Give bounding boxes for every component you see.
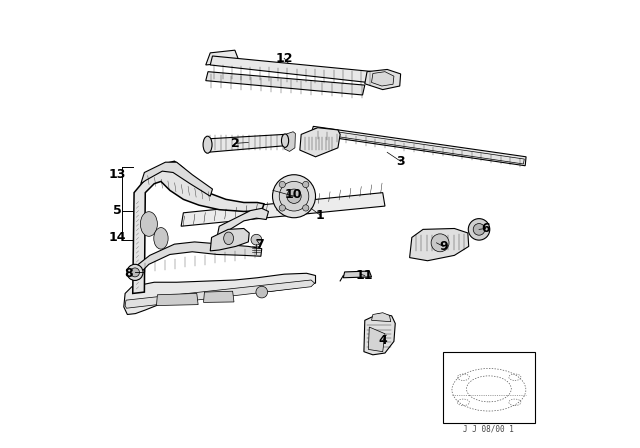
Ellipse shape bbox=[140, 212, 157, 237]
Text: 14: 14 bbox=[109, 231, 126, 244]
Text: 12: 12 bbox=[275, 52, 293, 65]
Polygon shape bbox=[210, 56, 374, 83]
Circle shape bbox=[303, 205, 309, 211]
Polygon shape bbox=[369, 327, 385, 352]
Text: 1: 1 bbox=[316, 208, 324, 222]
Ellipse shape bbox=[154, 228, 168, 249]
Text: 7: 7 bbox=[255, 237, 264, 251]
Circle shape bbox=[279, 205, 285, 211]
Polygon shape bbox=[132, 161, 264, 293]
Polygon shape bbox=[311, 126, 526, 166]
Text: 2: 2 bbox=[230, 137, 239, 150]
Circle shape bbox=[251, 234, 262, 245]
Polygon shape bbox=[410, 228, 468, 261]
Circle shape bbox=[473, 224, 485, 235]
Polygon shape bbox=[210, 228, 249, 251]
Text: J J 08/00 1: J J 08/00 1 bbox=[463, 424, 515, 433]
Polygon shape bbox=[300, 128, 340, 157]
Circle shape bbox=[279, 181, 309, 211]
Ellipse shape bbox=[282, 134, 289, 147]
Polygon shape bbox=[217, 208, 269, 237]
Bar bbox=[443, 352, 535, 423]
Circle shape bbox=[131, 268, 140, 277]
Circle shape bbox=[287, 189, 301, 203]
Text: 10: 10 bbox=[284, 188, 302, 202]
Text: 6: 6 bbox=[481, 222, 490, 235]
Text: 4: 4 bbox=[378, 334, 387, 347]
Text: 13: 13 bbox=[109, 168, 126, 181]
Text: 3: 3 bbox=[396, 155, 405, 168]
Polygon shape bbox=[125, 280, 315, 308]
Polygon shape bbox=[206, 50, 239, 65]
Text: 5: 5 bbox=[113, 204, 122, 217]
Polygon shape bbox=[181, 193, 385, 226]
Polygon shape bbox=[206, 134, 287, 152]
Circle shape bbox=[468, 219, 490, 240]
Polygon shape bbox=[365, 69, 401, 90]
Polygon shape bbox=[206, 72, 365, 95]
Text: 11: 11 bbox=[356, 269, 374, 282]
Circle shape bbox=[256, 286, 268, 298]
Circle shape bbox=[303, 181, 309, 188]
Text: 8: 8 bbox=[124, 267, 132, 280]
Polygon shape bbox=[364, 314, 396, 355]
Polygon shape bbox=[343, 271, 371, 278]
Polygon shape bbox=[136, 242, 262, 276]
Polygon shape bbox=[124, 273, 316, 314]
Circle shape bbox=[273, 175, 316, 218]
Polygon shape bbox=[314, 129, 524, 164]
Polygon shape bbox=[371, 313, 391, 322]
Polygon shape bbox=[204, 291, 234, 302]
Polygon shape bbox=[284, 132, 296, 151]
Polygon shape bbox=[157, 293, 198, 306]
Circle shape bbox=[431, 234, 449, 252]
Circle shape bbox=[279, 181, 285, 188]
Polygon shape bbox=[141, 162, 212, 196]
Polygon shape bbox=[371, 72, 394, 86]
Circle shape bbox=[127, 264, 143, 280]
Text: 9: 9 bbox=[439, 240, 447, 253]
Ellipse shape bbox=[203, 136, 212, 153]
Ellipse shape bbox=[224, 232, 234, 245]
